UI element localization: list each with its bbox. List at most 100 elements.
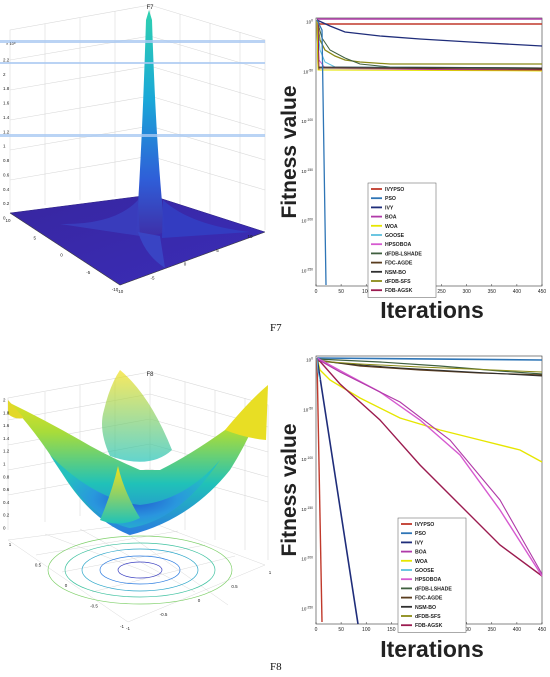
legend-entry: dFDB-SFS xyxy=(385,279,411,285)
series-line xyxy=(316,19,543,47)
f7-spike xyxy=(136,10,165,236)
x-tick-label: 50 xyxy=(338,627,344,633)
y-tick-mantissa: 10 xyxy=(301,169,307,174)
legend-entry: BOA xyxy=(415,550,427,556)
y-tick-label: 10-200 xyxy=(301,556,313,562)
f8-surface-plot: F8 0 0.2 0.4 0.6 0.8 1 1.2 1.4 1.6 1.8 2 -1 -0.5 0 0.… xyxy=(3,370,272,631)
x-tick-label: -0.5 xyxy=(160,612,168,617)
f7-y-axis-label: Fitness value xyxy=(278,85,301,218)
f8-y-ticks: 1 0.5 0 -0.5 -1 xyxy=(9,542,125,629)
y-tick-label: 0.5 xyxy=(35,563,42,568)
y-tick-mantissa: 10 xyxy=(301,607,307,612)
z-tick-label: 1.8 xyxy=(3,410,10,415)
y-tick-label: 10-150 xyxy=(301,506,313,512)
series-line xyxy=(316,358,543,575)
series-line xyxy=(316,357,321,381)
f7-z-ticks: 0 0.2 0.4 0.6 0.8 1 1.2 1.4 1.6 1.8 2 2.2 xyxy=(3,58,10,221)
legend-entry: BOA xyxy=(385,215,397,221)
series-line xyxy=(316,357,323,623)
y-tick-mantissa: 10 xyxy=(301,507,307,512)
f8-left-peak xyxy=(8,400,24,419)
y-tick-label: 10-100 xyxy=(301,456,313,462)
x-tick-label: 10 xyxy=(247,234,253,239)
x-tick-label: 100 xyxy=(362,627,371,633)
z-tick-label: 1.8 xyxy=(3,86,10,91)
z-tick-label: 0.8 xyxy=(3,474,10,479)
legend-entry: GOOSE xyxy=(385,233,405,239)
legend-entry: dFDB-LSHADE xyxy=(415,586,452,592)
y-tick-exponent: -50 xyxy=(308,68,313,72)
z-tick-label: 1.6 xyxy=(3,101,10,106)
x-tick-label: 350 xyxy=(488,289,497,295)
f7-surface-title: F7 xyxy=(146,5,154,11)
legend-entry: FDB-AGSK xyxy=(385,288,413,294)
series-line xyxy=(316,19,542,65)
f8-legend: IVYPSO PSO IVY BOA WOA GOOSE HPSOBOA dFDB-LSHAD… xyxy=(397,517,467,633)
f7-series-lines xyxy=(316,18,543,286)
series-line xyxy=(316,19,543,72)
z-tick-label: 2 xyxy=(3,398,6,403)
legend-entry: dFDB-LSHADE xyxy=(385,251,422,257)
x-tick-label: 0 xyxy=(315,627,318,633)
y-tick-mantissa: 10 xyxy=(306,358,312,363)
series-line xyxy=(316,358,543,375)
f7-highlight-bars xyxy=(0,40,265,137)
z-tick-label: 0.2 xyxy=(3,201,10,206)
f8-y-axis-label: Fitness value xyxy=(278,423,301,556)
z-tick-label: 0.2 xyxy=(3,513,10,518)
y-tick-mantissa: 10 xyxy=(301,269,307,274)
f8-contours xyxy=(47,535,233,605)
y-tick-label: 0 xyxy=(60,253,63,258)
y-tick-label: 10-200 xyxy=(301,218,313,224)
z-tick-label: 1.6 xyxy=(3,423,10,428)
y-tick-exponent: -100 xyxy=(306,118,313,122)
y-tick-mantissa: 10 xyxy=(301,457,307,462)
x-tick-label: 150 xyxy=(387,627,396,633)
y-tick-mantissa: 10 xyxy=(306,20,312,25)
f8-x-axis-label: Iterations xyxy=(380,636,484,662)
legend-entry: PSO xyxy=(385,196,396,202)
f7-outer-edge xyxy=(9,212,266,286)
legend-entry: dFDB-SFS xyxy=(415,614,441,620)
y-tick-label: 100 xyxy=(306,357,313,363)
f8-z-ticks: 0 0.2 0.4 0.6 0.8 1 1.2 1.4 1.6 1.8 2 xyxy=(3,398,10,531)
y-tick-label: -5 xyxy=(86,270,90,275)
y-tick-exponent: -250 xyxy=(306,268,313,272)
legend-entry: FDB-AGSK xyxy=(415,623,443,629)
f8-x-ticks: -1 -0.5 0 0.5 1 xyxy=(126,570,272,631)
y-tick-exponent: -200 xyxy=(306,218,313,222)
y-tick-exponent: -250 xyxy=(306,606,313,610)
series-line xyxy=(316,357,359,625)
x-tick-label: 50 xyxy=(338,289,344,295)
series-line xyxy=(316,360,543,373)
legend-entry: IVYPSO xyxy=(385,187,404,193)
f7-z-exponent: × 10⁸ xyxy=(6,41,16,46)
series-line xyxy=(316,357,543,463)
z-tick-label: 1.4 xyxy=(3,436,10,441)
legend-entry: FDC-AGDE xyxy=(415,596,443,602)
f7-spike-base-right xyxy=(162,200,250,238)
x-tick-label: 1 xyxy=(269,570,272,575)
f7-surface-plot: F7 × 10⁸ 00.20.40.60.811.21.41.61.822.2 … xyxy=(0,4,266,294)
z-tick-label: 2.2 xyxy=(3,58,10,63)
y-tick-label: 0 xyxy=(65,583,68,588)
f8-floor-grid xyxy=(7,521,266,623)
legend-entry: IVY xyxy=(385,205,394,211)
x-tick-label: -10 xyxy=(117,289,124,294)
series-line xyxy=(316,357,543,361)
legend-entry: FDC-AGDE xyxy=(385,261,413,267)
legend-entry: NSM-BO xyxy=(415,605,436,611)
x-tick-label: 400 xyxy=(513,627,522,633)
f7-spike-base-left xyxy=(60,200,140,236)
y-tick-label: 10-50 xyxy=(303,406,313,412)
z-tick-label: 1.2 xyxy=(3,129,10,134)
f7-caption: F7 xyxy=(270,322,282,334)
z-tick-label: 0 xyxy=(3,526,6,531)
x-tick-label: 0 xyxy=(198,598,201,603)
x-tick-label: -1 xyxy=(126,626,130,631)
f7-spike-base-front xyxy=(138,232,165,268)
y-tick-label: -0.5 xyxy=(90,604,98,609)
legend-entry: HPSOBOA xyxy=(385,242,411,248)
